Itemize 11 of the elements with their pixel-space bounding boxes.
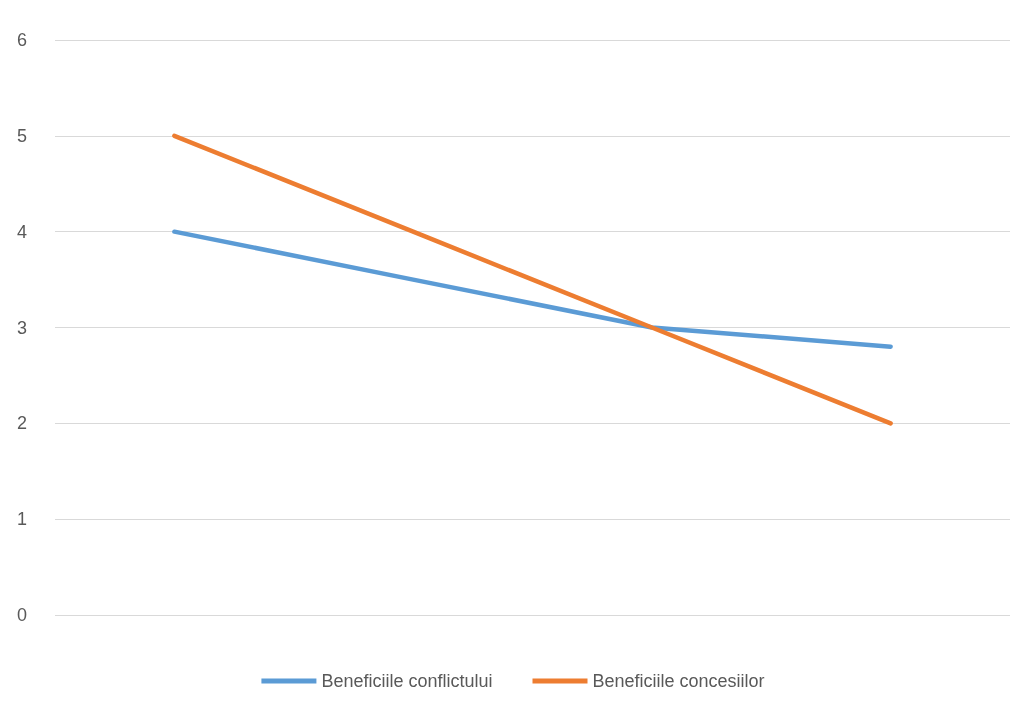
y-tick-label: 6 [16,30,27,50]
y-tick-label: 3 [16,317,27,338]
y-tick-label: 4 [16,221,27,242]
legend-label: Beneficiile concesiilor [592,671,765,691]
y-tick-label: 5 [16,125,27,146]
line-series [172,133,893,426]
y-tick-label: 0 [16,605,27,625]
y-tick-label: 2 [16,413,27,434]
line-series [172,229,893,349]
legend-label: Beneficiile conflictului [321,671,493,691]
y-tick-label: 1 [16,509,27,530]
